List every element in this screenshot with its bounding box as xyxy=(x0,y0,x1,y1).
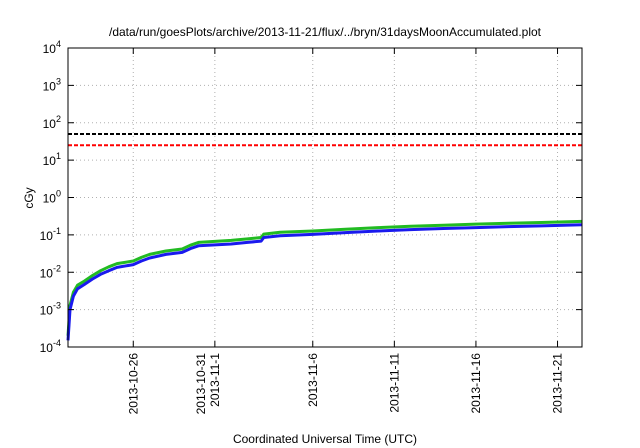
y-axis: 10-4 10-3 10-2 10-1 100 101 102 103 104 xyxy=(40,39,582,355)
x-tick-label: 2013-11-1 xyxy=(208,353,222,407)
x-tick-label: 2013-10-31 xyxy=(194,353,208,415)
reference-lines xyxy=(68,133,582,147)
series-line xyxy=(66,219,583,336)
y-tick-label: 10-1 xyxy=(40,226,61,243)
x-tick-label: 2013-11-6 xyxy=(306,353,320,407)
y-tick-label: 10-2 xyxy=(40,263,61,280)
y-tick-label: 101 xyxy=(43,151,61,168)
y-tick-label: 104 xyxy=(43,39,61,56)
y-tick-label: 100 xyxy=(43,189,61,206)
x-axis-label: Coordinated Universal Time (UTC) xyxy=(233,432,417,446)
y-axis-label: cGy xyxy=(22,187,36,208)
series-lines xyxy=(66,219,583,341)
y-tick-label: 10-4 xyxy=(40,338,61,355)
y-tick-label: 10-3 xyxy=(40,301,61,318)
x-tick-label: 2013-11-11 xyxy=(387,353,401,413)
y-tick-label: 103 xyxy=(43,76,61,93)
grid xyxy=(68,48,582,347)
y-tick-label: 102 xyxy=(43,114,61,131)
x-tick-label: 2013-10-26 xyxy=(126,353,140,415)
x-tick-label: 2013-11-21 xyxy=(551,353,565,414)
series-line xyxy=(66,223,583,341)
chart-title: /data/run/goesPlots/archive/2013-11-21/f… xyxy=(109,25,542,39)
x-axis: 2013-10-26 2013-10-31 2013-11-1 2013-11-6 20… xyxy=(126,48,565,415)
x-tick-label: 2013-11-16 xyxy=(469,353,483,414)
